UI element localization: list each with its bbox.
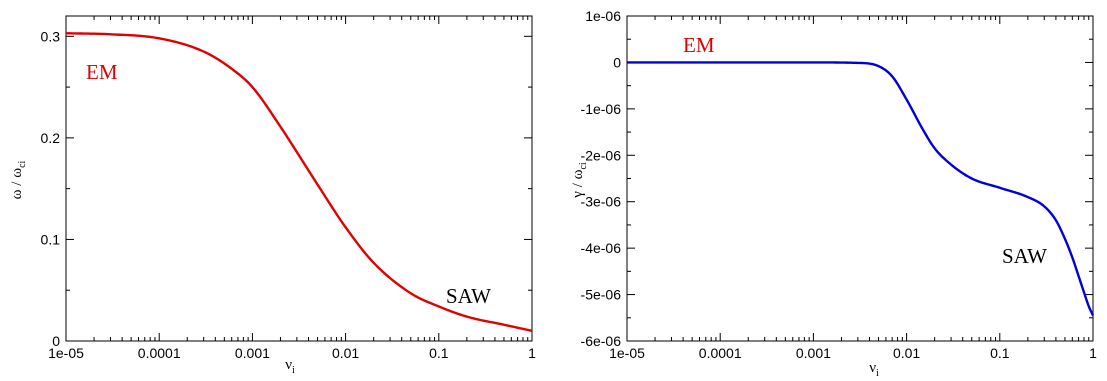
x-axis-label-subscript: i	[876, 368, 879, 379]
x-axis-label-main: ν	[869, 360, 876, 376]
y-tick-label: 0.2	[41, 130, 61, 146]
y-tick-label: -6e-06	[581, 333, 622, 349]
x-tick-label: 0.01	[893, 345, 920, 361]
x-tick-label: 0.0001	[699, 345, 742, 361]
x-tick-label: 0.1	[990, 345, 1010, 361]
y-axis-label-main: ω / ω	[9, 168, 25, 200]
x-axis-label-subscript: i	[292, 365, 295, 376]
y-axis-label-subscript: ci	[578, 162, 589, 169]
y-tick-label: -5e-06	[581, 287, 622, 303]
y-tick-label: 0.3	[41, 28, 61, 44]
growth-rate-panel: 1e-05 0.0001 0.001 0.01 0.1 1 1e-06 0 -1e-06 -2e…	[570, 8, 1097, 379]
x-tick-label: 1e-05	[609, 345, 645, 361]
frequency-panel: 1e-05 0.0001 0.001 0.01 0.1 1 0 0.1 0.2 0.3 νi ω…	[9, 15, 536, 376]
axis-ticks	[626, 15, 1094, 342]
x-axis-label: νi	[285, 357, 295, 376]
y-tick-label: -3e-06	[581, 194, 622, 210]
saw-annotation: SAW	[446, 284, 491, 308]
y-tick-label: -4e-06	[581, 240, 622, 256]
frequency-curve	[65, 32, 533, 333]
plot-frame	[65, 15, 533, 342]
y-axis-label: ω / ωci	[9, 160, 28, 199]
x-tick-label: 0.0001	[138, 345, 181, 361]
y-tick-label: -2e-06	[581, 147, 622, 163]
x-tick-labels: 1e-05 0.0001 0.001 0.01 0.1 1	[609, 345, 1097, 361]
x-tick-label: 1e-05	[48, 345, 84, 361]
x-tick-label: 1	[1089, 345, 1097, 361]
x-axis-label: νi	[869, 360, 879, 379]
em-annotation: EM	[86, 60, 118, 84]
x-tick-label: 0.001	[235, 345, 270, 361]
growth-rate-curve	[627, 61, 1095, 317]
saw-annotation: SAW	[1002, 244, 1047, 268]
axis-ticks	[65, 16, 533, 342]
y-tick-label: 0	[52, 333, 60, 349]
y-axis-label-subscript: ci	[17, 160, 28, 167]
x-tick-label: 0.01	[332, 345, 359, 361]
y-tick-label: -1e-06	[581, 101, 622, 117]
y-tick-label: 0	[613, 54, 621, 70]
y-tick-labels: 1e-06 0 -1e-06 -2e-06 -3e-06 -4e-06 -5e-06 -6e-…	[581, 8, 622, 349]
y-axis-label: γ / ωci	[570, 162, 589, 199]
y-tick-label: 0.1	[41, 231, 61, 247]
x-tick-label: 0.001	[796, 345, 831, 361]
em-annotation: EM	[683, 33, 715, 57]
y-axis-label-main: γ / ω	[570, 169, 586, 198]
x-axis-label-main: ν	[285, 357, 292, 373]
x-tick-label: 0.1	[429, 345, 449, 361]
y-tick-label: 1e-06	[585, 8, 621, 24]
x-tick-label: 1	[528, 345, 536, 361]
plot-frame	[626, 15, 1094, 342]
x-tick-labels: 1e-05 0.0001 0.001 0.01 0.1 1	[48, 345, 536, 361]
y-tick-labels: 0 0.1 0.2 0.3	[41, 28, 61, 349]
